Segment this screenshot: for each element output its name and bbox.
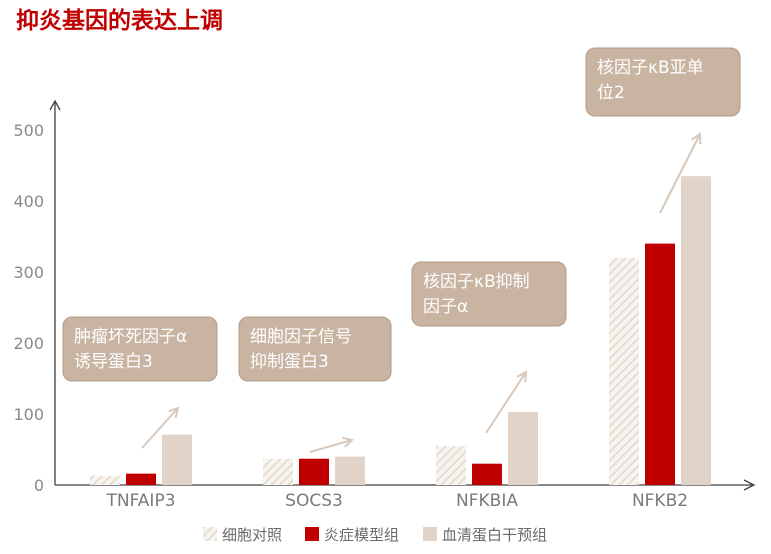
trend-arrow-head: [516, 370, 528, 383]
trend-arrow: [309, 439, 353, 453]
bar-model-nfkb2: [645, 243, 675, 485]
legend-label: 细胞对照: [222, 526, 282, 544]
legend-swatch: [203, 527, 217, 541]
bar-model-tnfaip3: [126, 473, 156, 485]
trend-arrow: [485, 371, 527, 434]
legend-label: 血清蛋白干预组: [442, 526, 547, 544]
bar-treatment-nfkbia: [508, 411, 538, 485]
annotation-text: 核因子κB亚单: [597, 58, 704, 78]
annotation-text: 肿瘤坏死因子α: [74, 327, 187, 347]
annotation-text: 抑制蛋白3: [250, 352, 329, 372]
annotations: 肿瘤坏死因子α诱导蛋白3细胞因子信号抑制蛋白3核因子κB抑制因子α核因子κB亚单…: [62, 47, 741, 453]
annotation-text: 细胞因子信号: [250, 327, 352, 347]
bar-control-tnfaip3: [90, 475, 120, 485]
y-tick-label: 100: [13, 405, 44, 424]
bar-model-nfkbia: [472, 463, 502, 485]
annotation-box: [62, 316, 218, 382]
bar-model-socs3: [299, 458, 329, 485]
bar-treatment-tnfaip3: [162, 434, 192, 485]
annotation-box: [238, 316, 392, 382]
x-tick-label: NFKBIA: [456, 491, 518, 511]
bars: TNFAIP3 SOCS3 NFKBIA NFKB2: [90, 176, 711, 511]
annotation-text: 核因子κB抑制: [423, 272, 530, 292]
annotation-text: 位2: [597, 83, 625, 103]
chart-title: 抑炎基因的表达上调: [16, 7, 223, 34]
annotation-text: 因子α: [423, 297, 468, 317]
annotation-tnfaip3: 肿瘤坏死因子α 诱导蛋白3: [62, 316, 218, 449]
y-axis-arrow: [49, 99, 61, 111]
legend-swatch: [305, 527, 319, 541]
y-tick-label: 0: [34, 476, 44, 495]
y-tick-label: 400: [13, 192, 44, 211]
legend-label: 炎症模型组: [324, 526, 399, 544]
bar-control-nfkb2: [609, 257, 639, 485]
annotation-box: [411, 261, 567, 327]
bar-treatment-socs3: [335, 456, 365, 485]
legend-item-model: 炎症模型组: [305, 526, 399, 544]
trend-arrow: [659, 133, 701, 214]
bar-control-socs3: [263, 458, 293, 485]
x-tick-label: SOCS3: [285, 491, 343, 511]
annotation-text: 诱导蛋白3: [74, 352, 153, 372]
legend-item-treatment: 血清蛋白干预组: [423, 526, 547, 544]
bar-treatment-nfkb2: [681, 176, 711, 485]
trend-arrow-head: [168, 406, 180, 418]
axes: 0 100 200 300 400 500: [13, 99, 756, 495]
annotation-box: [585, 47, 741, 117]
y-tick-label: 300: [13, 263, 44, 282]
trend-arrow-head: [342, 436, 355, 448]
x-axis-arrow: [743, 479, 756, 491]
trend-arrow: [141, 407, 179, 449]
bar-control-nfkbia: [436, 445, 466, 485]
x-tick-label: TNFAIP3: [105, 491, 175, 511]
legend: 细胞对照 炎症模型组 血清蛋白干预组: [203, 526, 547, 544]
y-tick-label: 500: [13, 121, 44, 140]
trend-arrow-head: [691, 132, 702, 145]
legend-swatch: [423, 527, 437, 541]
y-tick-label: 200: [13, 334, 44, 353]
x-tick-label: NFKB2: [632, 491, 688, 511]
legend-item-control: 细胞对照: [203, 526, 282, 544]
